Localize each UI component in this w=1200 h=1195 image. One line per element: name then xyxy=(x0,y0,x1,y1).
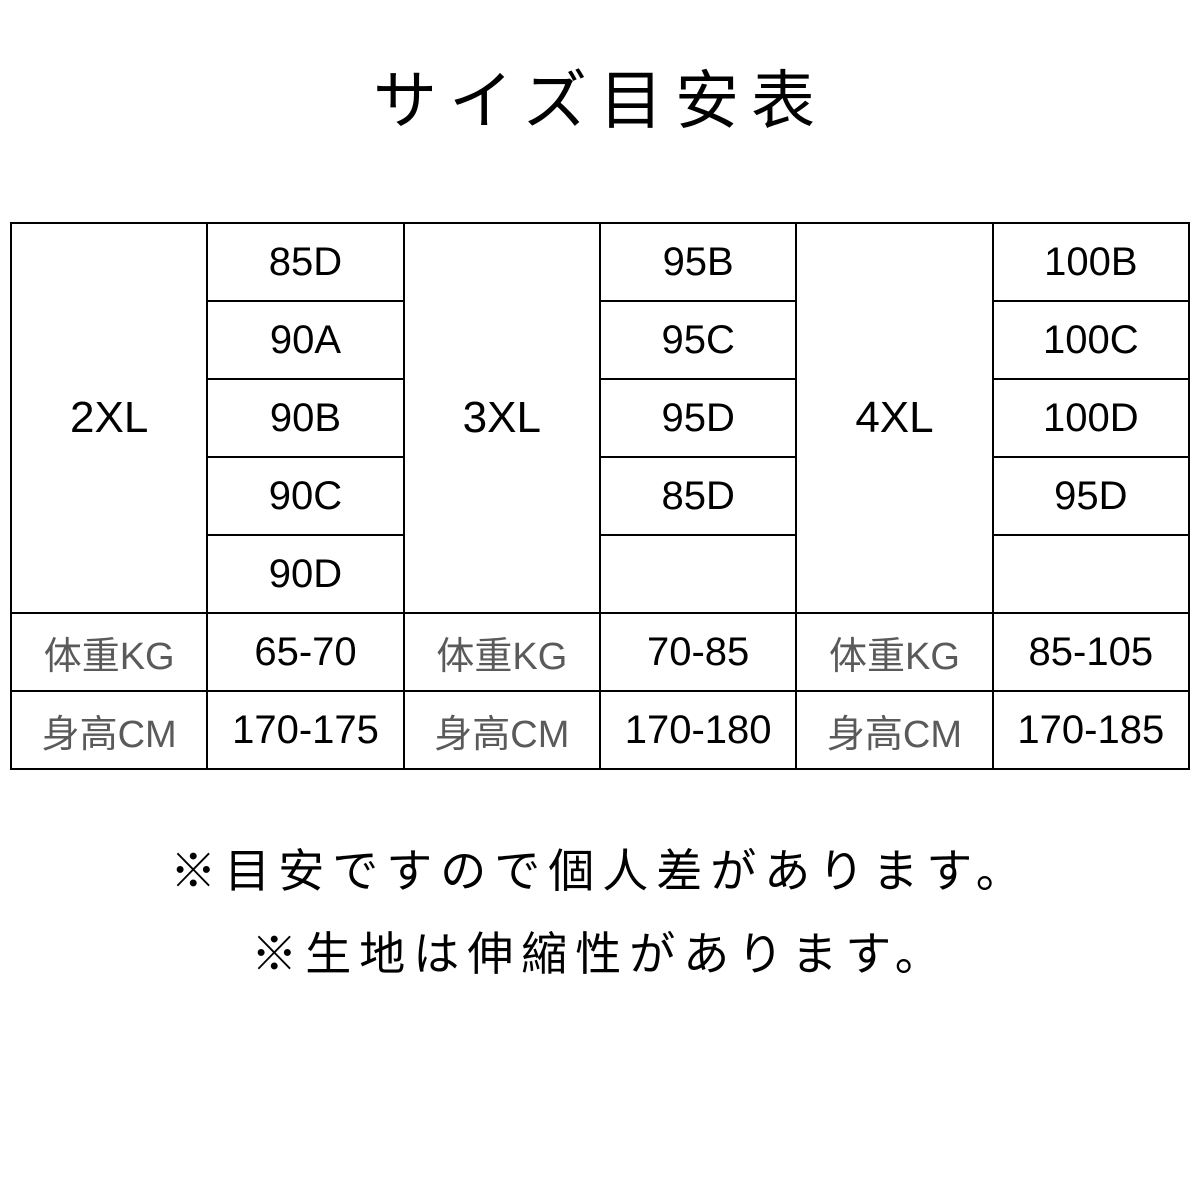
weight-value: 65-70 xyxy=(207,613,403,691)
weight-label: 体重KG xyxy=(404,613,600,691)
cup-cell: 95D xyxy=(993,457,1189,535)
cup-cell: 90D xyxy=(207,535,403,613)
cup-cell: 100D xyxy=(993,379,1189,457)
table-row: 2XL 85D 3XL 95B 4XL 100B xyxy=(11,223,1189,301)
height-label: 身高CM xyxy=(796,691,992,769)
height-label: 身高CM xyxy=(404,691,600,769)
size-label-4xl: 4XL xyxy=(796,223,992,613)
cup-cell: 95D xyxy=(600,379,796,457)
notes-section: ※目安ですので個人差があります。 ※生地は伸縮性があります。 xyxy=(10,830,1190,996)
size-guide-table: 2XL 85D 3XL 95B 4XL 100B 90A 95C 100C 90… xyxy=(10,222,1190,770)
size-label-2xl: 2XL xyxy=(11,223,207,613)
weight-label: 体重KG xyxy=(796,613,992,691)
cup-cell: 100C xyxy=(993,301,1189,379)
cup-cell: 90C xyxy=(207,457,403,535)
cup-cell: 95B xyxy=(600,223,796,301)
weight-label: 体重KG xyxy=(11,613,207,691)
cup-cell: 90A xyxy=(207,301,403,379)
cup-cell: 95C xyxy=(600,301,796,379)
table-row-height: 身高CM 170-175 身高CM 170-180 身高CM 170-185 xyxy=(11,691,1189,769)
note-line-2: ※生地は伸縮性があります。 xyxy=(10,913,1190,996)
height-value: 170-185 xyxy=(993,691,1189,769)
cup-cell-empty xyxy=(600,535,796,613)
cup-cell: 100B xyxy=(993,223,1189,301)
table-row-weight: 体重KG 65-70 体重KG 70-85 体重KG 85-105 xyxy=(11,613,1189,691)
cup-cell-empty xyxy=(993,535,1189,613)
height-value: 170-180 xyxy=(600,691,796,769)
height-label: 身高CM xyxy=(11,691,207,769)
weight-value: 70-85 xyxy=(600,613,796,691)
cup-cell: 85D xyxy=(600,457,796,535)
weight-value: 85-105 xyxy=(993,613,1189,691)
cup-cell: 90B xyxy=(207,379,403,457)
cup-cell: 85D xyxy=(207,223,403,301)
note-line-1: ※目安ですので個人差があります。 xyxy=(10,830,1190,913)
height-value: 170-175 xyxy=(207,691,403,769)
size-label-3xl: 3XL xyxy=(404,223,600,613)
page-title: サイズ目安表 xyxy=(10,50,1190,142)
